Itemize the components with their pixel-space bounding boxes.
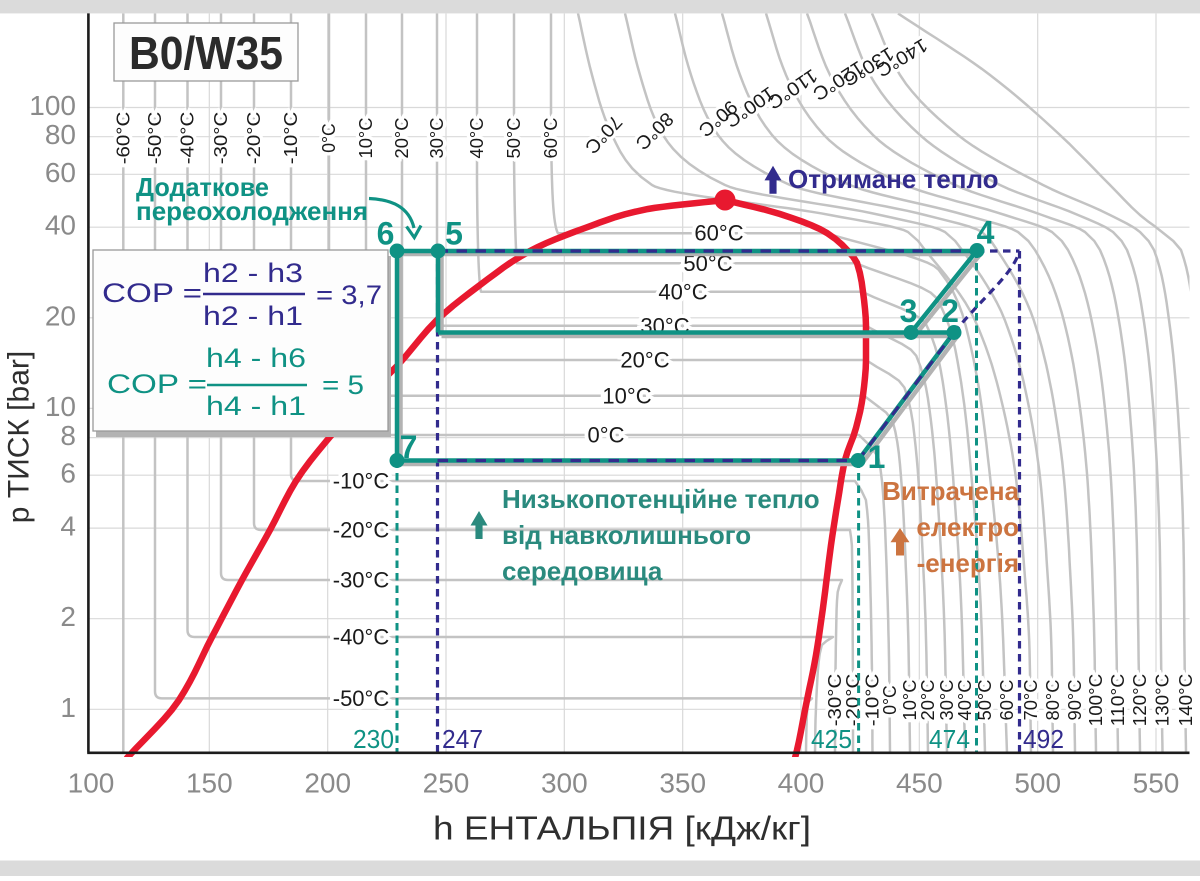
- svg-text:0°C: 0°C: [319, 123, 339, 153]
- svg-text:10: 10: [45, 391, 76, 422]
- svg-text:= 5: = 5: [322, 370, 364, 400]
- svg-text:Витрачена: Витрачена: [882, 476, 1019, 506]
- svg-text:8: 8: [60, 420, 76, 451]
- svg-text:0°C: 0°C: [588, 423, 625, 448]
- svg-text:140°C: 140°C: [1176, 674, 1196, 727]
- svg-text:40°C: 40°C: [467, 117, 487, 158]
- svg-text:80°C: 80°C: [1043, 679, 1063, 720]
- svg-text:-60°C: -60°C: [113, 112, 133, 165]
- svg-text:2: 2: [941, 293, 959, 329]
- svg-text:20°C: 20°C: [392, 117, 412, 158]
- svg-text:350: 350: [659, 768, 706, 799]
- svg-text:електро: електро: [916, 512, 1019, 542]
- svg-text:492: 492: [1023, 724, 1064, 754]
- svg-text:20°C: 20°C: [918, 679, 938, 720]
- svg-text:-40°C: -40°C: [333, 625, 390, 650]
- svg-text:h2 - h3: h2 - h3: [203, 258, 303, 288]
- svg-text:середовища: середовища: [502, 556, 663, 586]
- svg-text:h4 - h1: h4 - h1: [206, 391, 306, 421]
- svg-text:90°C: 90°C: [1065, 679, 1085, 720]
- svg-text:від навколишнього: від навколишнього: [502, 520, 751, 550]
- svg-text:B0/W35: B0/W35: [129, 27, 283, 79]
- svg-text:COP =: COP =: [102, 278, 202, 308]
- svg-text:7: 7: [400, 429, 418, 465]
- svg-text:60: 60: [45, 157, 76, 188]
- svg-text:40: 40: [45, 210, 76, 241]
- svg-text:500: 500: [1014, 768, 1061, 799]
- svg-text:-10°C: -10°C: [863, 674, 883, 727]
- svg-text:60°C: 60°C: [541, 117, 561, 158]
- svg-text:30°C: 30°C: [937, 679, 957, 720]
- svg-text:80: 80: [45, 119, 76, 150]
- svg-text:30°C: 30°C: [427, 117, 447, 158]
- svg-text:130°C: 130°C: [1153, 674, 1173, 727]
- svg-text:-30°C: -30°C: [333, 568, 390, 593]
- svg-text:70°C: 70°C: [1021, 679, 1041, 720]
- svg-text:5: 5: [445, 216, 463, 252]
- svg-text:10°C: 10°C: [356, 117, 376, 158]
- svg-text:247: 247: [442, 724, 483, 754]
- svg-text:-50°C: -50°C: [333, 686, 390, 711]
- svg-text:300: 300: [541, 768, 588, 799]
- svg-text:200: 200: [304, 768, 351, 799]
- svg-text:40°C: 40°C: [658, 280, 707, 305]
- svg-text:-30°C: -30°C: [211, 112, 231, 165]
- svg-text:4: 4: [977, 215, 995, 251]
- svg-text:h2 - h1: h2 - h1: [203, 301, 303, 331]
- svg-text:-20°C: -20°C: [333, 518, 390, 543]
- svg-text:-енергія: -енергія: [917, 548, 1019, 578]
- svg-text:-10°C: -10°C: [281, 112, 301, 165]
- svg-text:4: 4: [60, 511, 76, 542]
- svg-text:60°C: 60°C: [694, 221, 743, 246]
- svg-text:100°C: 100°C: [1086, 674, 1106, 727]
- svg-text:-40°C: -40°C: [178, 112, 198, 165]
- svg-text:250: 250: [423, 768, 470, 799]
- svg-text:= 3,7: = 3,7: [316, 280, 382, 310]
- svg-text:3: 3: [900, 293, 918, 329]
- svg-text:425: 425: [811, 724, 852, 754]
- svg-text:2: 2: [60, 601, 76, 632]
- svg-text:h ЕНТАЛЬПІЯ [кДж/кг]: h ЕНТАЛЬПІЯ [кДж/кг]: [433, 810, 811, 847]
- svg-text:-50°C: -50°C: [145, 112, 165, 165]
- svg-text:550: 550: [1133, 768, 1180, 799]
- svg-text:Отримане тепло: Отримане тепло: [788, 164, 999, 194]
- svg-text:10°C: 10°C: [602, 383, 651, 408]
- svg-text:40°C: 40°C: [955, 679, 975, 720]
- svg-text:0°C: 0°C: [880, 685, 900, 715]
- svg-text:1: 1: [868, 439, 886, 475]
- svg-text:110°C: 110°C: [1108, 674, 1128, 727]
- svg-text:-10°C: -10°C: [333, 469, 390, 494]
- svg-text:переохолодження: переохолодження: [136, 196, 368, 226]
- svg-text:-30°C: -30°C: [825, 674, 845, 727]
- svg-text:20°C: 20°C: [620, 348, 669, 373]
- svg-text:p ТИСК [bar]: p ТИСК [bar]: [3, 351, 36, 523]
- svg-text:20: 20: [45, 300, 76, 331]
- svg-text:450: 450: [896, 768, 943, 799]
- svg-text:6: 6: [60, 458, 76, 489]
- svg-text:474: 474: [929, 724, 970, 754]
- svg-text:Низькопотенційне тепло: Низькопотенційне тепло: [502, 484, 820, 514]
- svg-text:100: 100: [29, 90, 76, 121]
- svg-text:6: 6: [377, 216, 395, 252]
- svg-text:150: 150: [186, 768, 233, 799]
- svg-text:400: 400: [778, 768, 825, 799]
- svg-text:1: 1: [60, 692, 76, 723]
- svg-text:230: 230: [353, 724, 394, 754]
- svg-text:50°C: 50°C: [504, 117, 524, 158]
- svg-text:-20°C: -20°C: [244, 112, 264, 165]
- svg-text:100: 100: [68, 768, 115, 799]
- svg-text:h4 - h6: h4 - h6: [206, 343, 306, 373]
- svg-text:Додаткове: Додаткове: [136, 172, 269, 202]
- svg-text:COP =: COP =: [107, 369, 207, 399]
- svg-text:60°C: 60°C: [997, 679, 1017, 720]
- svg-text:10°C: 10°C: [900, 679, 920, 720]
- svg-text:120°C: 120°C: [1130, 674, 1150, 727]
